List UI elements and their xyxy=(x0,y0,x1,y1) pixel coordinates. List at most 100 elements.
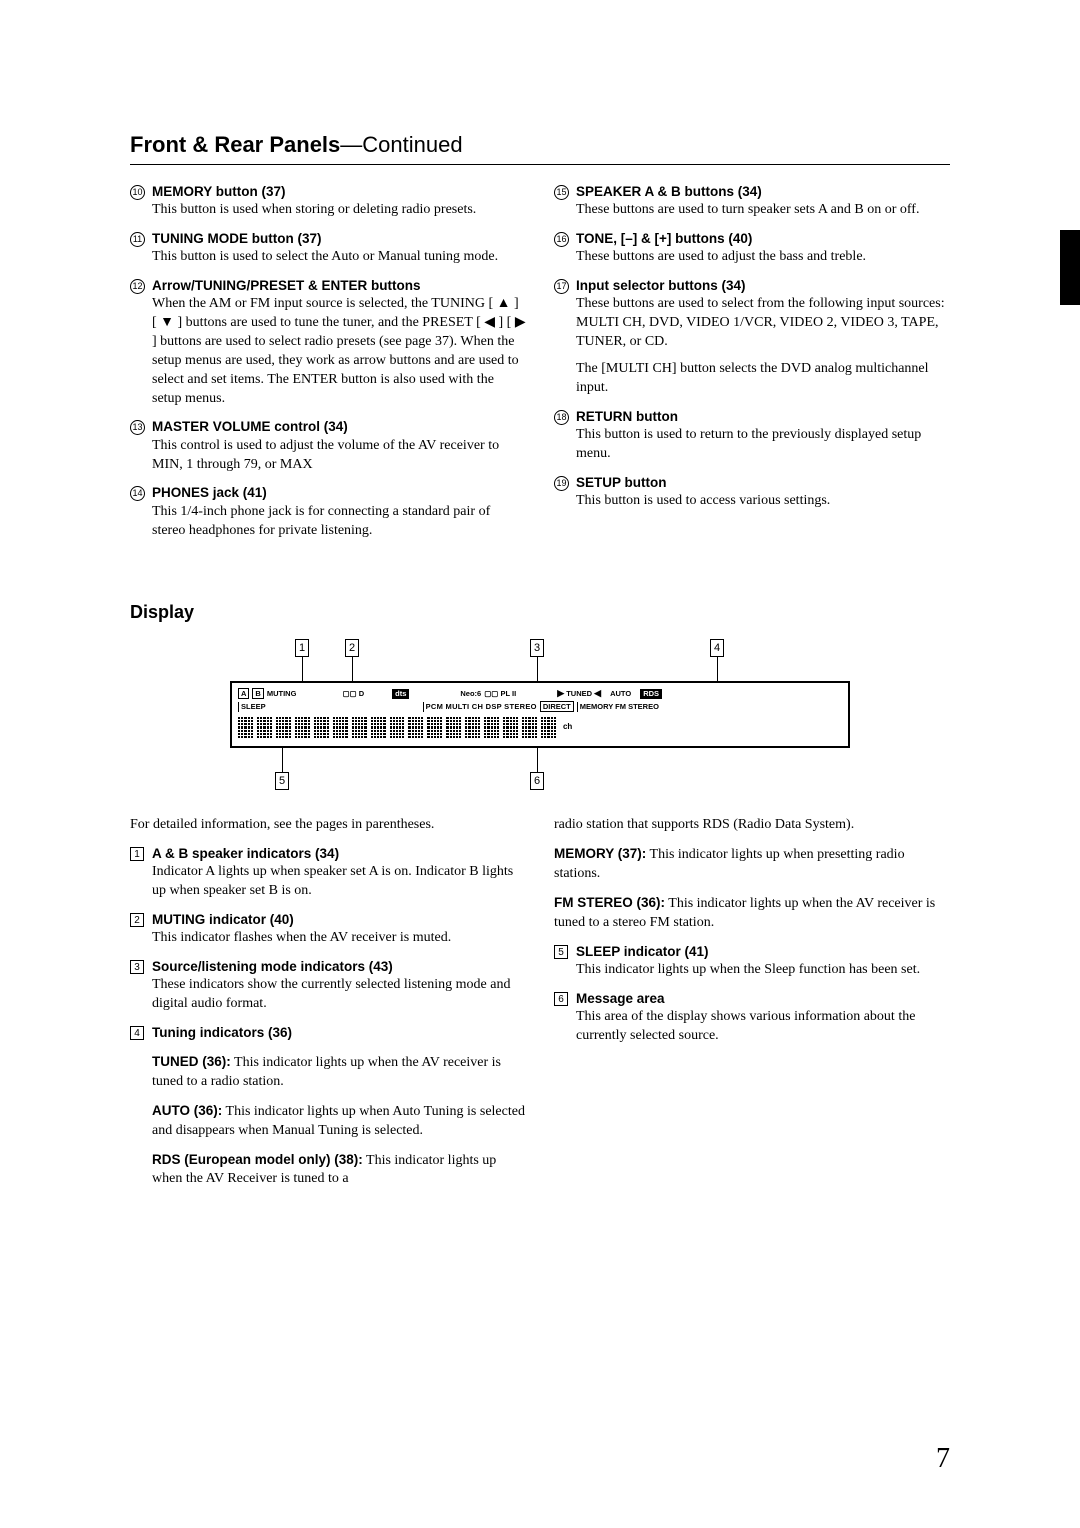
item-title: MEMORY button (37) xyxy=(152,183,526,201)
section-title-continued: —Continued xyxy=(340,132,462,157)
list-item: 1 A & B speaker indicators (34)Indicator … xyxy=(130,845,526,901)
dot-matrix-char xyxy=(352,717,367,738)
item-body: Message areaThis area of the display sho… xyxy=(576,990,950,1046)
item-marker: 1 xyxy=(130,845,152,901)
item-marker: 12 xyxy=(130,277,152,409)
circled-number-icon: 13 xyxy=(130,420,145,435)
item-marker: 18 xyxy=(554,408,576,464)
item-body: Arrow/TUNING/PRESET & ENTER buttonsWhen … xyxy=(152,277,526,409)
item-body: SETUP buttonThis button is used to acces… xyxy=(576,474,950,511)
dolby-d-indicator: ▢▢ D xyxy=(342,689,364,699)
item-title: SETUP button xyxy=(576,474,950,492)
sub-paragraph: MEMORY (37): This indicator lights up wh… xyxy=(554,845,950,884)
bottom-left-column: For detailed information, see the pages … xyxy=(130,816,526,1199)
callout-number: 6 xyxy=(530,772,544,790)
circled-number-icon: 17 xyxy=(554,279,569,294)
callout-line xyxy=(282,748,283,772)
item-marker: 10 xyxy=(130,183,152,220)
list-item: 11 TUNING MODE button (37)This button is … xyxy=(130,230,526,267)
item-description: When the AM or FM input source is select… xyxy=(152,295,526,408)
auto-indicator: AUTO xyxy=(610,689,631,699)
ch-label: ch xyxy=(563,722,572,733)
dts-indicator: dts xyxy=(392,689,409,699)
list-item: 16TONE, [–] & [+] buttons (40)These butt… xyxy=(554,230,950,267)
list-item: 4Tuning indicators (36) xyxy=(130,1024,526,1043)
muting-indicator: MUTING xyxy=(267,689,297,699)
callout-line xyxy=(717,657,718,681)
circled-number-icon: 18 xyxy=(554,410,569,425)
dot-matrix-char xyxy=(503,717,518,738)
manual-page: Front & Rear Panels—Continued 10 MEMORY b… xyxy=(0,0,1080,1528)
item-description: This area of the display shows various i… xyxy=(576,1008,950,1046)
section-title: Front & Rear Panels—Continued xyxy=(130,130,950,165)
list-item: 5 SLEEP indicator (41)This indicator ligh… xyxy=(554,943,950,980)
item-title: TONE, [–] & [+] buttons (40) xyxy=(576,230,950,248)
callout: 1 xyxy=(295,639,309,681)
pl2-indicator: ▢▢ PL II xyxy=(484,689,516,699)
list-item: 2MUTING indicator (40)This indicator fla… xyxy=(130,911,526,948)
item-title: SPEAKER A & B buttons (34) xyxy=(576,183,950,201)
item-body: PHONES jack (41)This 1/4-inch phone jack… xyxy=(152,484,526,540)
item-body: MASTER VOLUME control (34)This control i… xyxy=(152,418,526,474)
dot-matrix-char xyxy=(333,717,348,738)
list-item: 15SPEAKER A & B buttons (34)These button… xyxy=(554,183,950,220)
item-body: SLEEP indicator (41)This indicator light… xyxy=(576,943,950,980)
item-description: This button is used to return to the pre… xyxy=(576,426,950,464)
item-body: Input selector buttons (34)These buttons… xyxy=(576,277,950,398)
dot-matrix-char xyxy=(295,717,310,738)
dot-matrix-char xyxy=(484,717,499,738)
boxed-number-icon: 1 xyxy=(130,847,144,861)
item-marker: 5 xyxy=(554,943,576,980)
callout: 5 xyxy=(275,748,289,790)
circled-number-icon: 16 xyxy=(554,232,569,247)
circled-number-icon: 11 xyxy=(130,232,145,247)
dot-matrix-char xyxy=(257,717,272,738)
item-marker: 11 xyxy=(130,230,152,267)
bottom-columns: For detailed information, see the pages … xyxy=(130,816,950,1199)
item-description: This button is used when storing or dele… xyxy=(152,201,526,220)
boxed-number-icon: 3 xyxy=(130,960,144,974)
item-body: MUTING indicator (40)This indicator flas… xyxy=(152,911,526,948)
item-title: SLEEP indicator (41) xyxy=(576,943,950,961)
mode-indicators: PCM MULTI CH DSP STEREO xyxy=(423,702,537,712)
item-body: TUNING MODE button (37)This button is us… xyxy=(152,230,526,267)
item-body: MEMORY button (37)This button is used wh… xyxy=(152,183,526,220)
item-description: This button is used to select the Auto o… xyxy=(152,248,526,267)
item-title: A & B speaker indicators (34) xyxy=(152,845,526,863)
sub-paragraph: RDS (European model only) (38): This ind… xyxy=(152,1151,526,1190)
sub-paragraph: AUTO (36): This indicator lights up when… xyxy=(152,1102,526,1141)
top-columns: 10MEMORY button (37)This button is used … xyxy=(130,183,950,551)
list-item: 19 SETUP buttonThis button is used to acc… xyxy=(554,474,950,511)
top-left-column: 10MEMORY button (37)This button is used … xyxy=(130,183,526,551)
item-marker: 6 xyxy=(554,990,576,1046)
item-marker: 13 xyxy=(130,418,152,474)
item-title: Arrow/TUNING/PRESET & ENTER buttons xyxy=(152,277,526,295)
dot-matrix-char xyxy=(408,717,423,738)
circled-number-icon: 19 xyxy=(554,476,569,491)
list-item: 18 RETURN buttonThis button is used to re… xyxy=(554,408,950,464)
display-row-1: A B MUTING ▢▢ D dts Neo:6 ▢▢ PL II ▶ TUN… xyxy=(238,687,842,701)
sub-paragraph: TUNED (36): This indicator lights up whe… xyxy=(152,1053,526,1092)
boxed-number-icon: 5 xyxy=(554,945,568,959)
item-title: Input selector buttons (34) xyxy=(576,277,950,295)
circled-number-icon: 10 xyxy=(130,185,145,200)
callout: 2 xyxy=(345,639,359,681)
display-panel: A B MUTING ▢▢ D dts Neo:6 ▢▢ PL II ▶ TUN… xyxy=(230,681,850,748)
item-body: RETURN buttonThis button is used to retu… xyxy=(576,408,950,464)
item-description: This indicator flashes when the AV recei… xyxy=(152,929,526,948)
callout-number: 1 xyxy=(295,639,309,657)
dot-matrix-char xyxy=(541,717,556,738)
item-description: Indicator A lights up when speaker set A… xyxy=(152,863,526,901)
item-description: These buttons are used to select from th… xyxy=(576,295,950,397)
bottom-intro: For detailed information, see the pages … xyxy=(130,816,526,835)
list-item: 17 Input selector buttons (34)These butto… xyxy=(554,277,950,398)
callout-number: 3 xyxy=(530,639,544,657)
neo6-indicator: Neo:6 xyxy=(460,689,481,699)
list-item: 3Source/listening mode indicators (43)Th… xyxy=(130,958,526,1014)
rds-indicator: RDS xyxy=(640,689,662,699)
callout-line xyxy=(302,657,303,681)
list-item: 10 MEMORY button (37)This button is used … xyxy=(130,183,526,220)
dot-matrix-char xyxy=(276,717,291,738)
list-item: 6Message areaThis area of the display sh… xyxy=(554,990,950,1046)
callouts-top: 1234 xyxy=(230,639,850,681)
